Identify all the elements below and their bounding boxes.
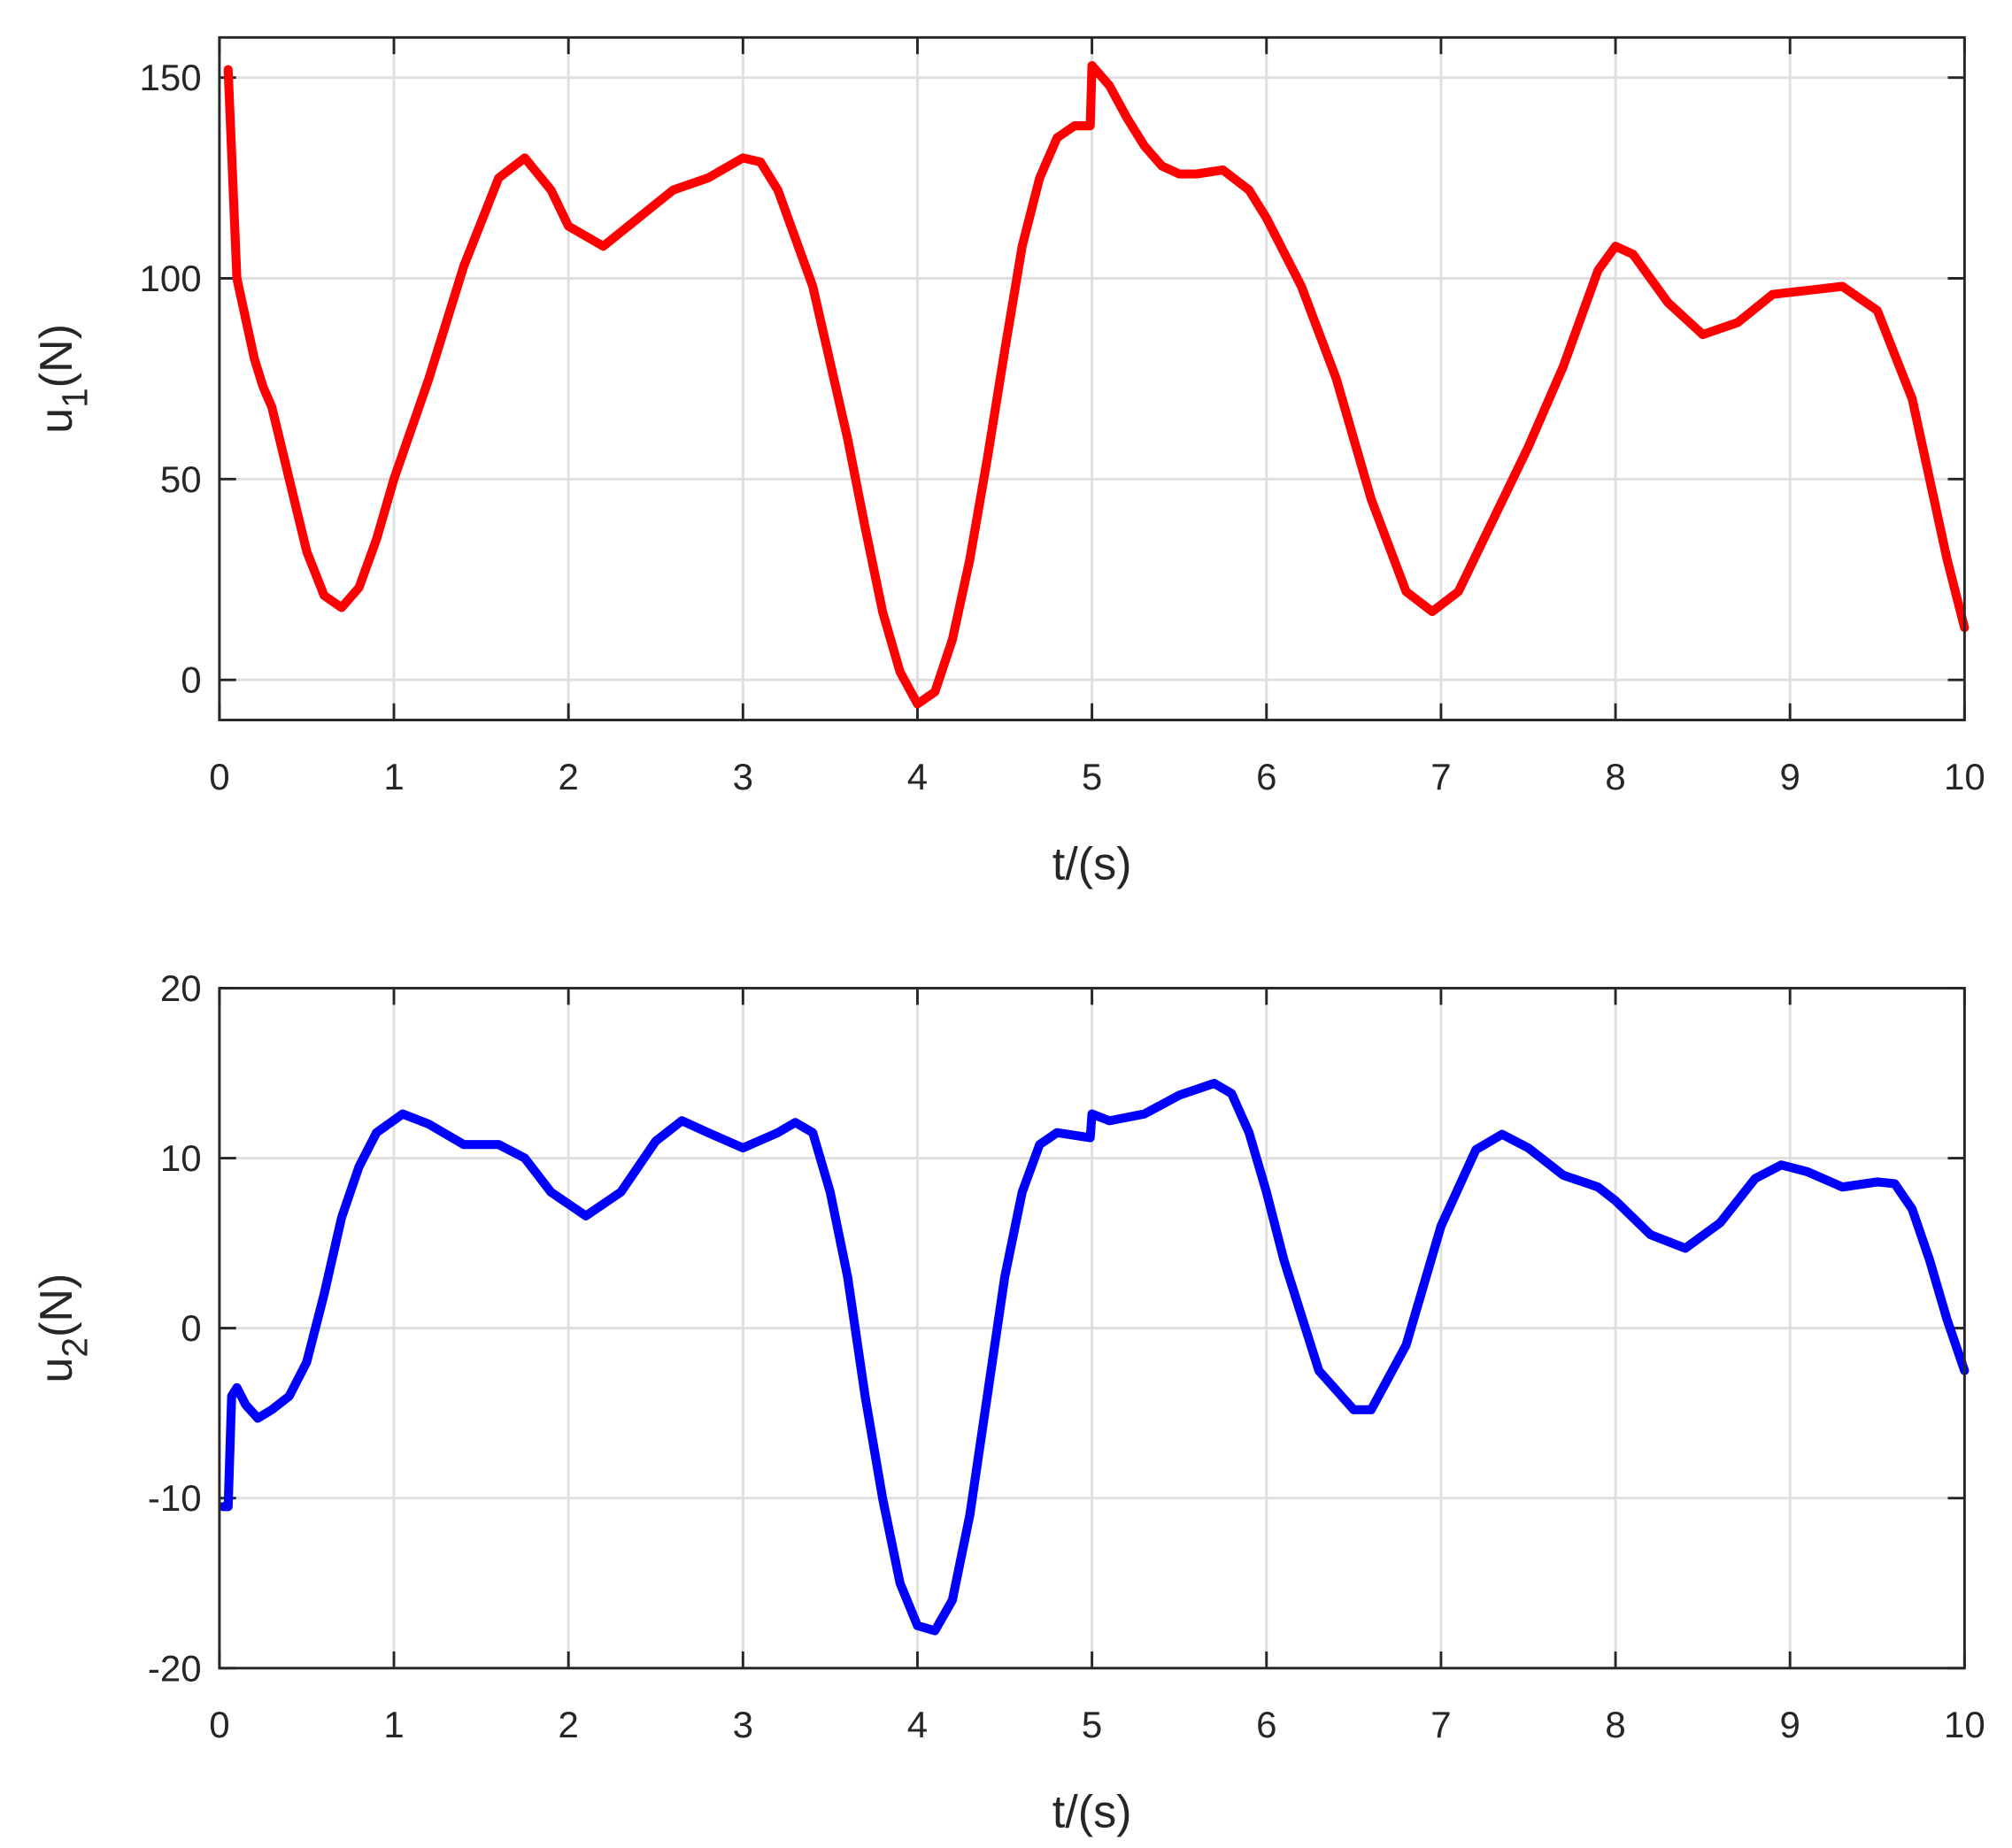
y-tick-label: 50 <box>160 458 202 500</box>
x-tick-label: 9 <box>1780 1704 1800 1745</box>
x-tick-label: 6 <box>1256 756 1276 797</box>
y-axis-label-part: 2 <box>55 1337 96 1358</box>
y-tick-label: 10 <box>160 1137 202 1179</box>
x-tick-label: 2 <box>558 756 578 797</box>
x-tick-label: 2 <box>558 1704 578 1745</box>
data-line <box>223 61 1970 709</box>
y-tick-label: 0 <box>181 659 201 701</box>
x-tick-label: 10 <box>1944 1704 1985 1745</box>
y-tick-label: 0 <box>181 1307 201 1349</box>
y-axis-label-part: u <box>31 408 82 434</box>
x-tick-label: 8 <box>1605 1704 1625 1745</box>
y-axis-label-part: 1 <box>55 388 96 408</box>
y-axis-label-part: (N) <box>31 1274 82 1337</box>
x-tick-label: 1 <box>383 1704 404 1745</box>
y-tick-label: -20 <box>148 1647 202 1689</box>
axes-box <box>218 35 1966 721</box>
x-tick-label: 3 <box>733 756 753 797</box>
axes-box <box>218 987 1966 1670</box>
x-tick-label: 7 <box>1430 1704 1451 1745</box>
y-tick-label: -10 <box>148 1477 202 1519</box>
x-tick-label: 0 <box>209 756 229 797</box>
y-axis-label: u1(N) <box>31 324 95 434</box>
y-tick-label: 100 <box>139 258 201 299</box>
x-tick-label: 5 <box>1082 756 1102 797</box>
y-tick-label: 20 <box>160 967 202 1009</box>
y-tick-label: 150 <box>139 57 201 98</box>
x-tick-label: 4 <box>907 756 928 797</box>
x-axis-label: t/(s) <box>1052 1787 1132 1838</box>
x-tick-label: 6 <box>1256 1704 1276 1745</box>
x-tick-label: 4 <box>907 1704 928 1745</box>
y-axis-label-part: (N) <box>31 324 82 388</box>
x-tick-label: 7 <box>1430 756 1451 797</box>
x-tick-label: 5 <box>1082 1704 1102 1745</box>
x-tick-label: 8 <box>1605 756 1625 797</box>
y-axis-label: u2(N) <box>31 1274 95 1383</box>
x-tick-label: 10 <box>1944 756 1985 797</box>
x-tick-label: 9 <box>1780 756 1800 797</box>
data-line <box>218 1078 1970 1636</box>
y-axis-label-part: u <box>31 1358 82 1383</box>
x-tick-label: 3 <box>733 1704 753 1745</box>
x-axis-label: t/(s) <box>1052 838 1132 889</box>
x-tick-label: 1 <box>383 756 404 797</box>
x-tick-label: 0 <box>209 1704 229 1745</box>
